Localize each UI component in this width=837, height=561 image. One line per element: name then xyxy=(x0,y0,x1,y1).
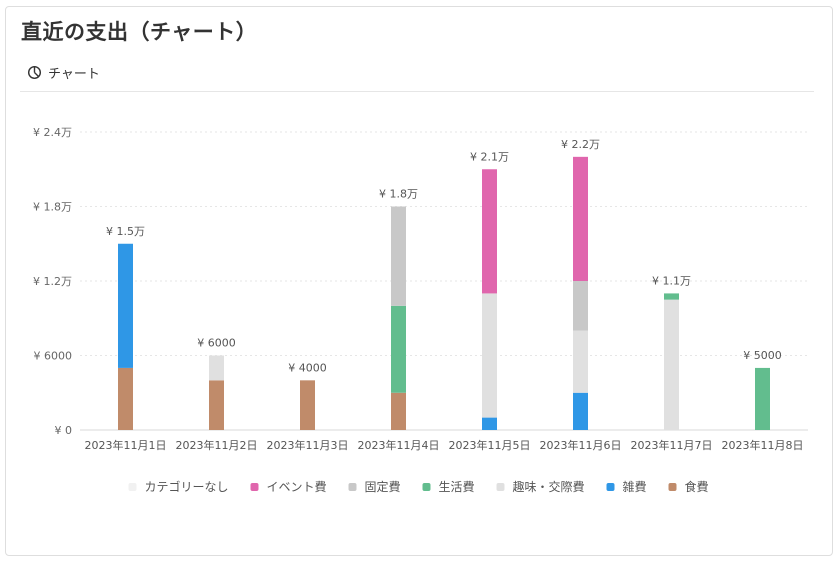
bar-segment xyxy=(573,392,588,430)
bar-total-label: ¥ 4000 xyxy=(288,361,327,374)
x-tick-label: 2023年11月5日 xyxy=(449,438,531,452)
bar-segment xyxy=(391,392,406,430)
legend-swatch xyxy=(496,483,505,491)
page-title: 直近の支出（チャート） xyxy=(21,20,258,44)
legend-swatch xyxy=(606,483,615,491)
legend-label: 趣味・交際費 xyxy=(513,479,585,494)
bar-segment xyxy=(118,367,133,430)
x-tick-label: 2023年11月7日 xyxy=(631,438,713,452)
bar-segment xyxy=(482,169,497,294)
bar-segment xyxy=(118,243,133,368)
bar-segment xyxy=(300,380,315,430)
bar-total-label: ¥ 2.1万 xyxy=(470,150,509,163)
tab-chart-label: チャート xyxy=(48,66,100,82)
bar-segment xyxy=(573,156,588,281)
bar-segment xyxy=(391,305,406,393)
bar-segment xyxy=(482,417,497,430)
legend-swatch xyxy=(668,483,677,491)
bar-total-label: ¥ 2.2万 xyxy=(561,138,600,151)
x-tick-label: 2023年11月6日 xyxy=(540,438,622,452)
bar-segment xyxy=(573,330,588,393)
header-divider xyxy=(20,91,814,92)
bar-segment xyxy=(664,299,679,430)
legend-label: 生活費 xyxy=(439,479,475,494)
bar-total-label: ¥ 1.5万 xyxy=(106,225,145,238)
y-tick-label: ¥ 1.8万 xyxy=(33,201,72,214)
legend-swatch xyxy=(348,483,357,491)
bar-segment xyxy=(482,293,497,418)
x-tick-label: 2023年11月2日 xyxy=(176,438,258,452)
bar-segment xyxy=(209,380,224,430)
y-tick-label: ¥ 6000 xyxy=(34,350,73,363)
legend-label: 食費 xyxy=(685,479,709,494)
pie-chart-icon xyxy=(27,65,42,80)
x-tick-label: 2023年11月8日 xyxy=(722,438,804,452)
legend-swatch xyxy=(128,483,137,491)
bar-total-label: ¥ 5000 xyxy=(743,349,782,362)
bar-total-label: ¥ 1.1万 xyxy=(652,274,691,287)
x-tick-label: 2023年11月1日 xyxy=(85,438,167,452)
bar-total-label: ¥ 1.8万 xyxy=(379,188,418,201)
legend-swatch xyxy=(422,483,431,491)
bar-segment xyxy=(664,293,679,300)
y-tick-label: ¥ 0 xyxy=(55,424,73,437)
legend-swatch xyxy=(250,483,259,491)
tab-chart[interactable]: チャート xyxy=(27,62,100,82)
bar-segment xyxy=(755,367,770,430)
legend-label: イベント費 xyxy=(266,479,326,494)
bar-segment xyxy=(391,206,406,306)
x-tick-label: 2023年11月4日 xyxy=(358,438,440,452)
legend-label: カテゴリーなし xyxy=(144,479,228,494)
bar-segment xyxy=(209,355,224,381)
legend-label: 固定費 xyxy=(364,479,400,494)
y-tick-label: ¥ 2.4万 xyxy=(33,126,72,139)
y-tick-label: ¥ 1.2万 xyxy=(33,275,72,288)
legend-label: 雑費 xyxy=(623,479,647,494)
bar-total-label: ¥ 6000 xyxy=(197,337,236,350)
x-tick-label: 2023年11月3日 xyxy=(267,438,349,452)
bar-segment xyxy=(573,281,588,331)
